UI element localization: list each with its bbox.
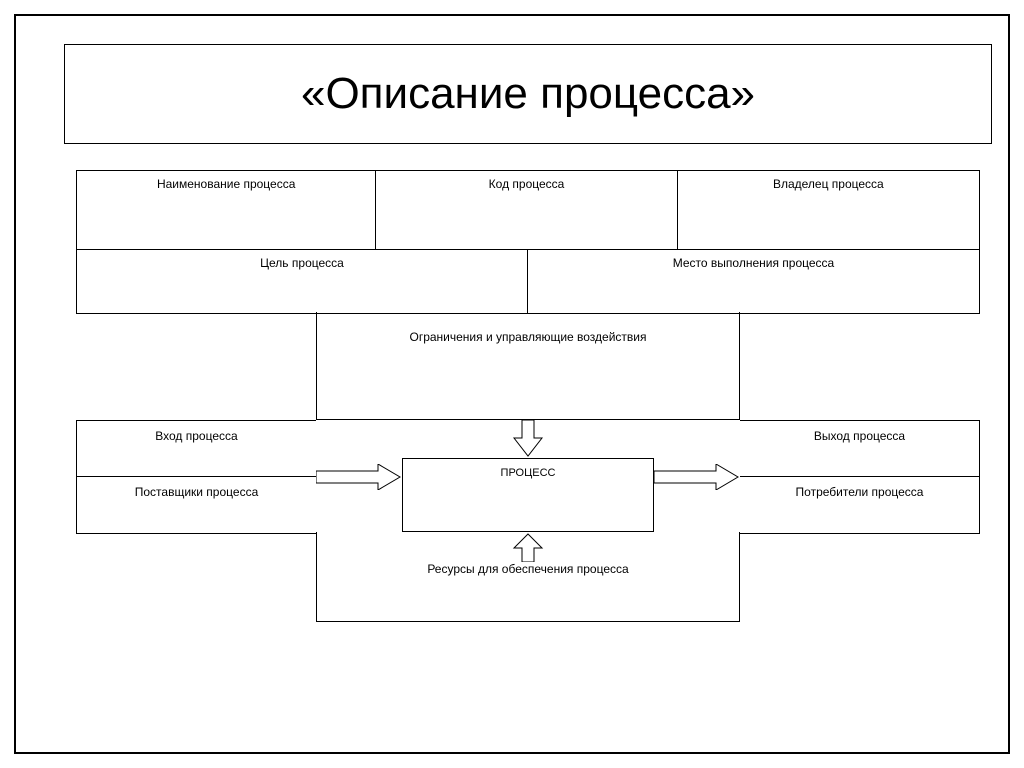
arrow-right-out-icon xyxy=(654,464,740,490)
constraints-box: Ограничения и управляющие воздействия xyxy=(316,312,740,420)
cell-output: Выход процесса xyxy=(740,421,979,477)
cell-process-name: Наименование процесса xyxy=(77,171,376,249)
cell-input: Вход процесса xyxy=(77,421,316,477)
info-row-1: Наименование процесса Код процесса Владе… xyxy=(77,171,979,249)
cell-process-place: Место выполнения процесса xyxy=(528,250,979,313)
info-row-2: Цель процесса Место выполнения процесса xyxy=(77,249,979,313)
outer-frame: «Описание процесса» Наименование процесс… xyxy=(14,14,1010,754)
cell-suppliers: Поставщики процесса xyxy=(77,477,316,533)
page-title: «Описание процесса» xyxy=(301,69,755,119)
left-stack: Вход процесса Поставщики процесса xyxy=(76,420,316,534)
info-table: Наименование процесса Код процесса Владе… xyxy=(76,170,980,314)
arrow-right-icon xyxy=(316,464,402,490)
arrow-down-icon xyxy=(508,420,548,458)
title-box: «Описание процесса» xyxy=(64,44,992,144)
arrow-up-icon xyxy=(508,532,548,562)
right-stack: Выход процесса Потребители процесса xyxy=(740,420,980,534)
cell-process-owner: Владелец процесса xyxy=(678,171,979,249)
cell-process-goal: Цель процесса xyxy=(77,250,528,313)
cell-consumers: Потребители процесса xyxy=(740,477,979,533)
process-box: ПРОЦЕСС xyxy=(402,458,654,532)
cell-process-code: Код процесса xyxy=(376,171,677,249)
